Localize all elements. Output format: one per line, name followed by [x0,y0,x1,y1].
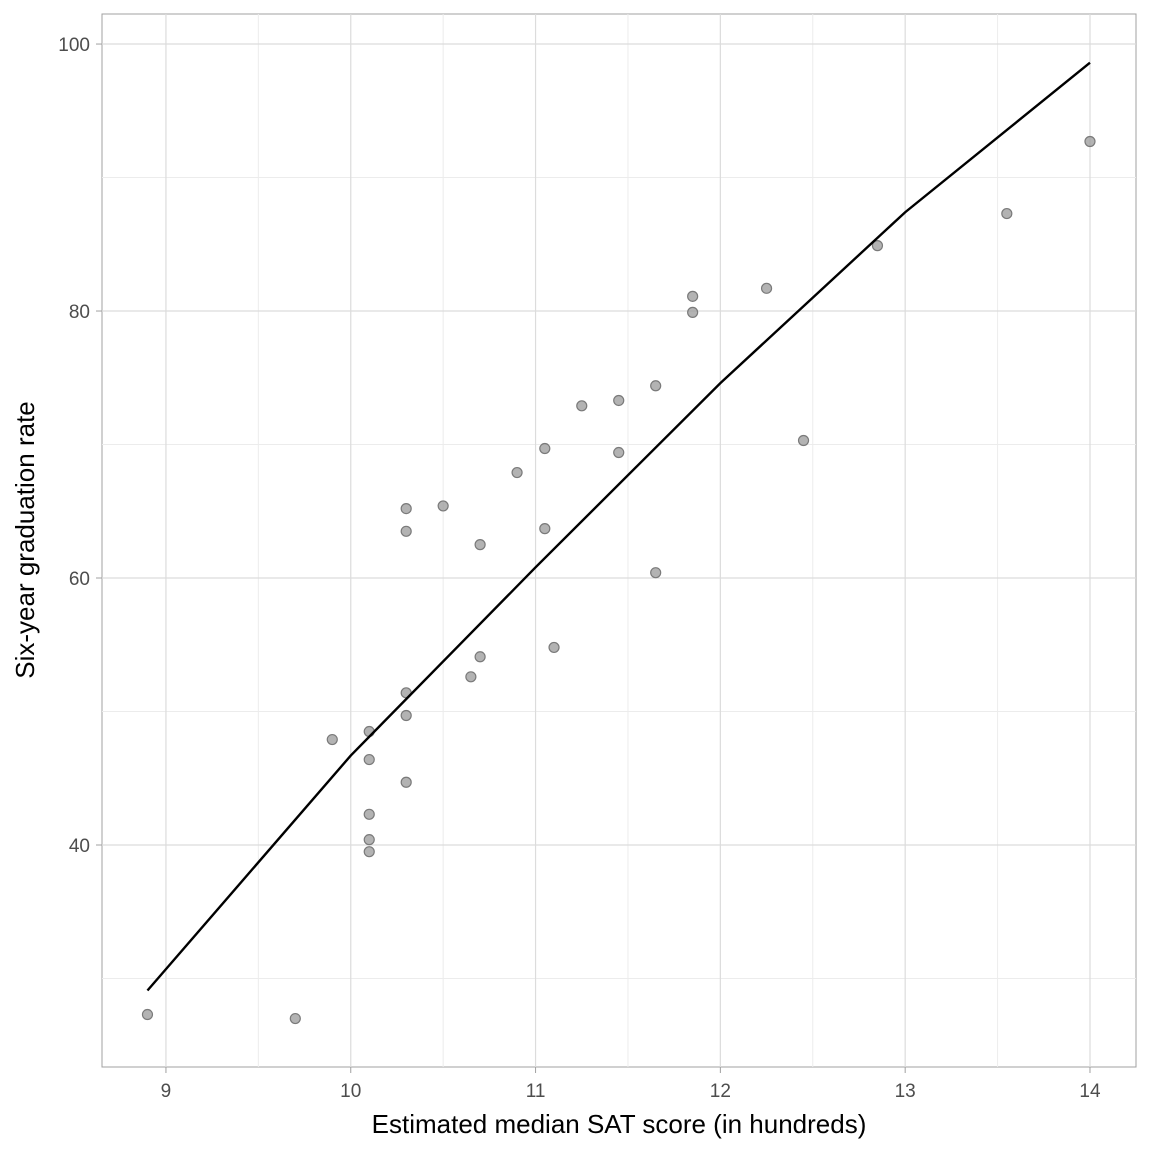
data-point [474,539,486,551]
data-point [760,282,773,294]
data-point [474,651,486,663]
data-point [400,525,412,537]
grid [102,14,1136,1067]
data-point [400,709,412,722]
data-point [650,380,662,392]
plot-panel [101,13,1137,1068]
data-point [797,434,810,447]
data-point [465,671,477,683]
y-tick-label: 40 [69,836,90,857]
data-point [687,306,699,318]
data-point [539,523,551,535]
data-point [871,240,884,252]
points [141,135,1096,1025]
data-point [400,776,412,788]
data-point [548,641,560,654]
y-axis-label: Six-year graduation rate [10,401,40,678]
y-tick-label: 60 [69,569,90,590]
x-tick-label: 12 [710,1081,731,1102]
y-tick-label: 100 [58,35,90,56]
data-point [289,1012,301,1025]
x-tick-label: 14 [1079,1081,1101,1102]
data-point [576,400,588,412]
x-tick-label: 10 [340,1081,361,1102]
data-point [363,753,375,766]
data-point [1001,207,1013,220]
data-point [141,1008,154,1021]
data-point [687,290,699,302]
data-point [613,394,625,407]
data-point [363,834,375,846]
y-tick-label: 80 [69,302,90,323]
data-point [1084,135,1096,148]
data-point [400,502,412,515]
data-point [539,442,551,455]
data-point [650,567,662,579]
x-tick-label: 9 [161,1081,172,1102]
x-tick-label: 13 [895,1081,916,1102]
ticks: 9 10 11 12 13 14 40 60 80 100 [58,35,1101,1102]
data-point [363,846,375,858]
x-tick-label: 11 [526,1081,546,1102]
fit-line-group [146,61,1091,992]
data-point [363,808,375,820]
x-axis-label: Estimated median SAT score (in hundreds) [372,1109,867,1139]
data-point [326,733,338,746]
data-point [511,466,523,479]
data-point [613,446,625,459]
data-point [437,500,449,512]
fit-line [146,61,1091,992]
